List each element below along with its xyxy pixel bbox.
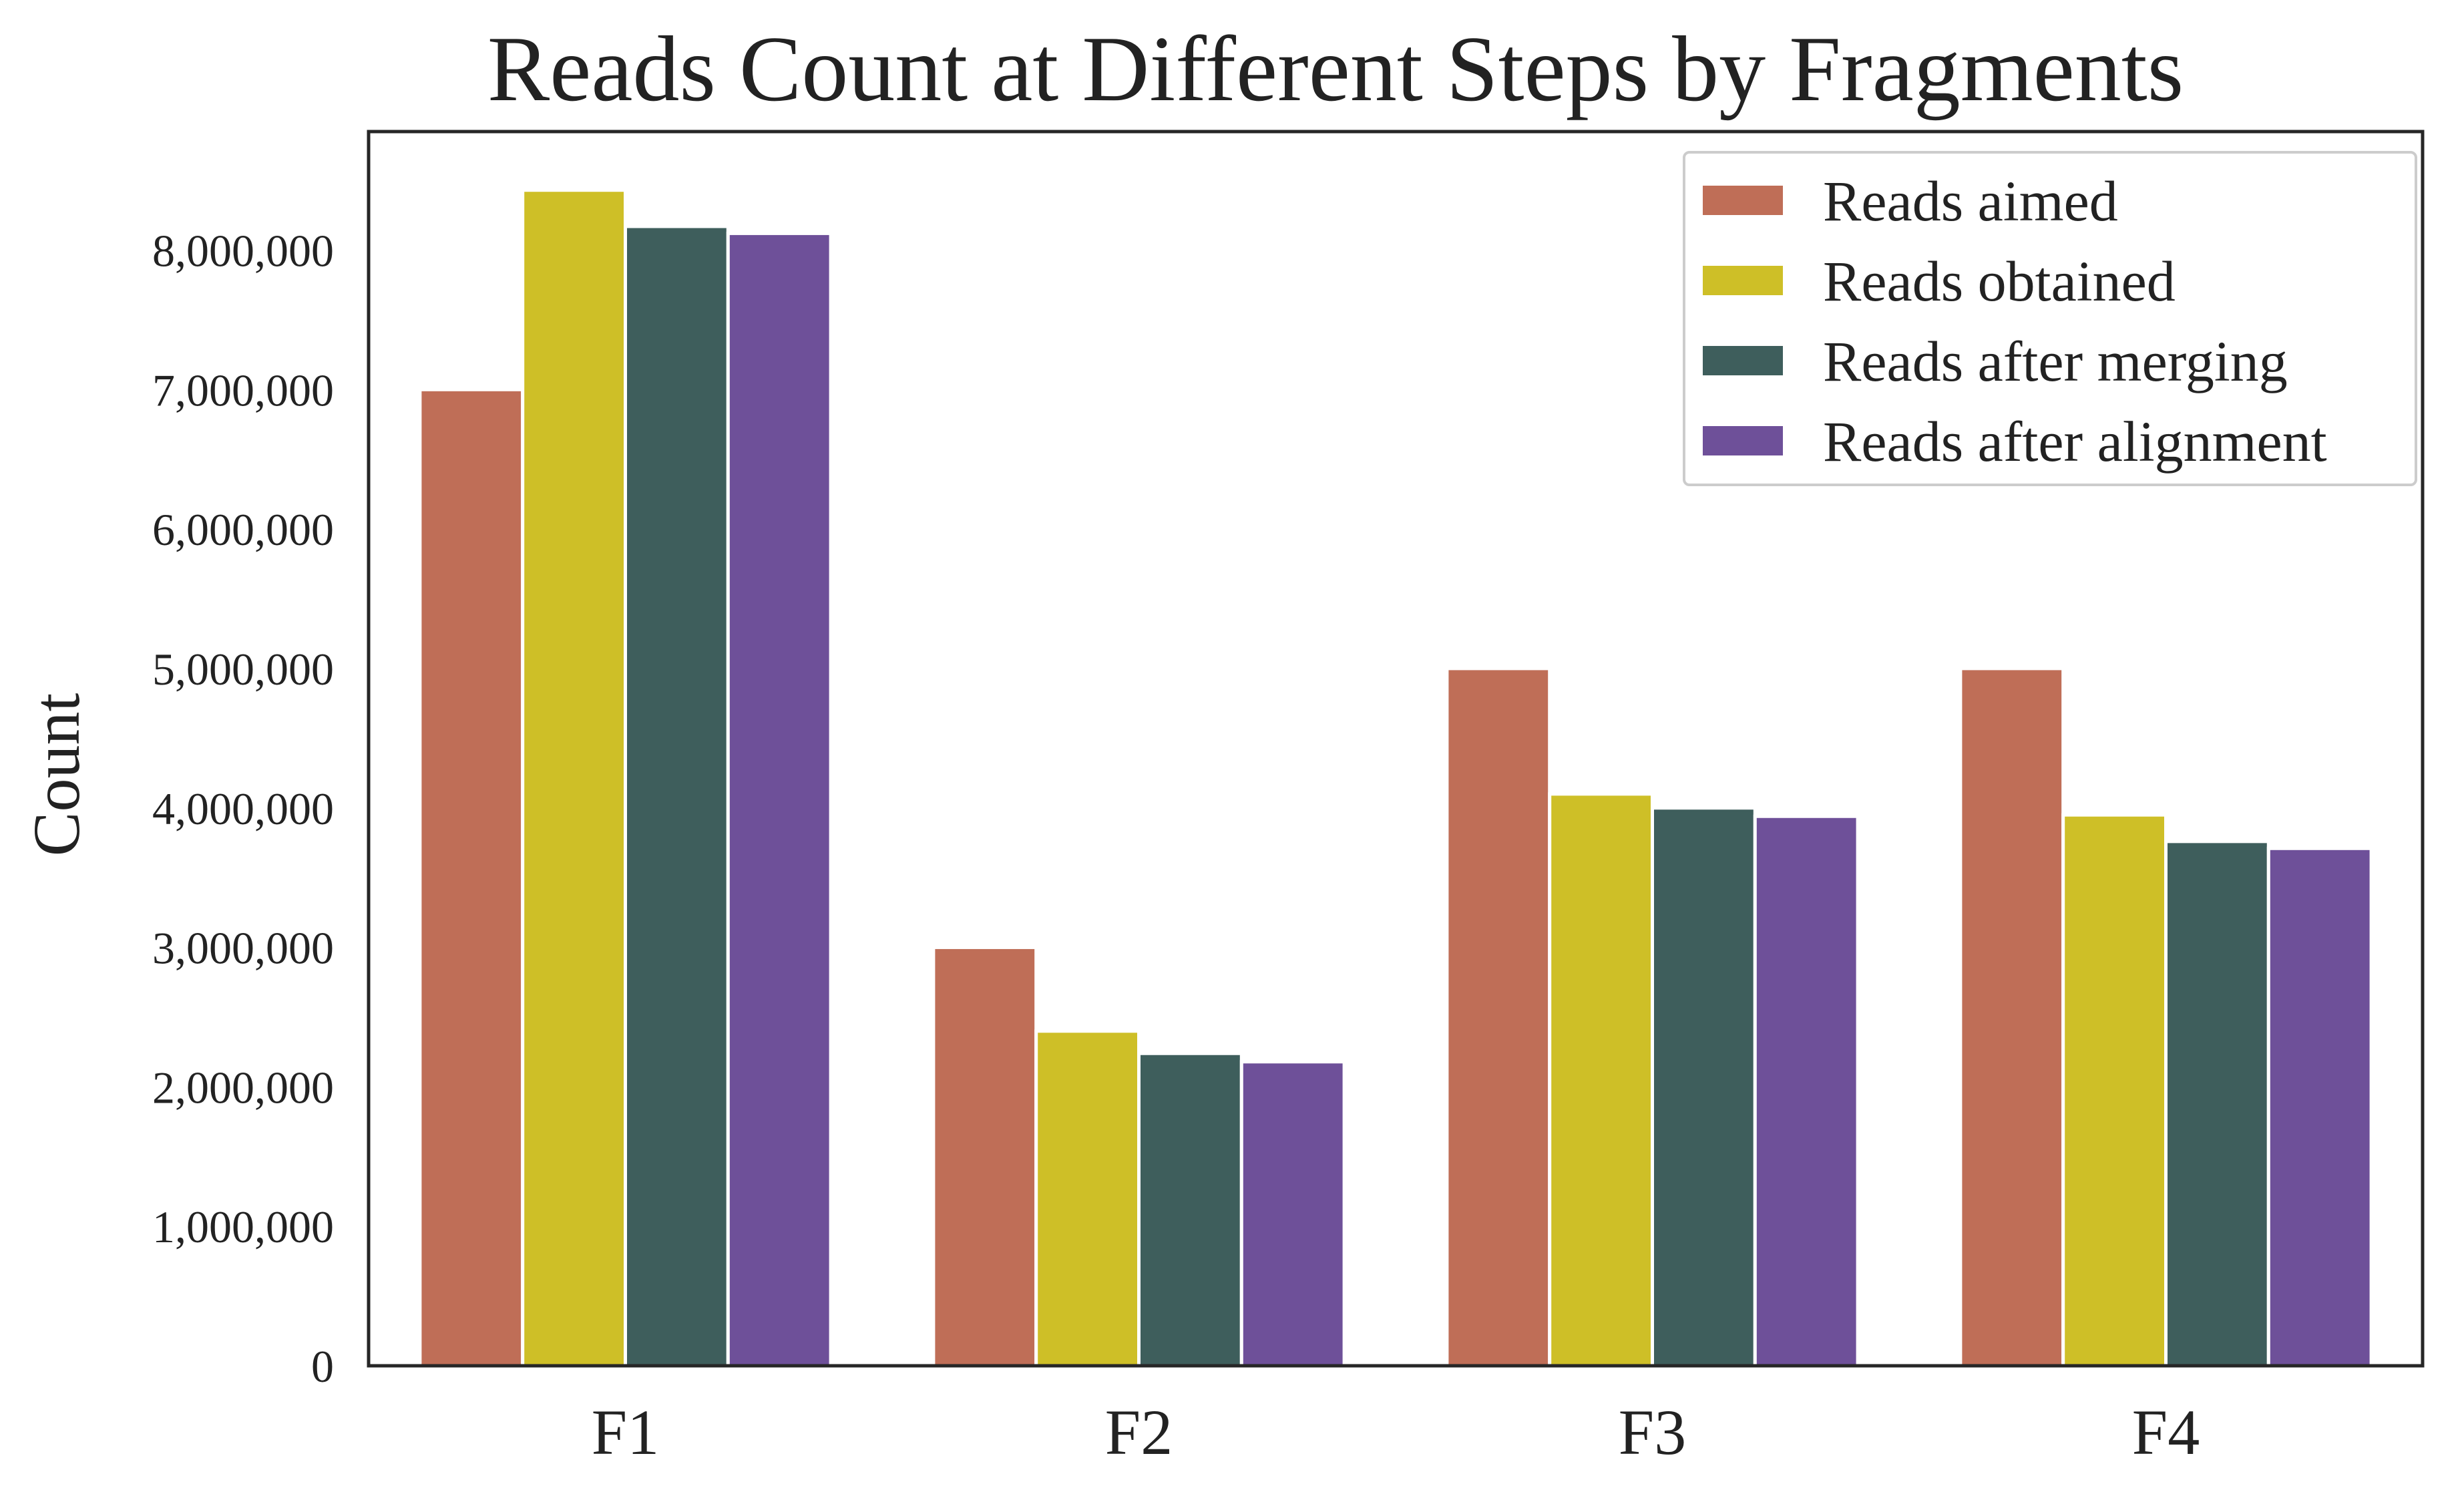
- y-tick-label: 2,000,000: [152, 1062, 334, 1113]
- bar-f1-series-3: [624, 224, 730, 1368]
- legend-label-series-4: Reads after alignment: [1823, 409, 2327, 474]
- y-axis-ticks: 0 1,000,000 2,000,000 3,000,000 4,000,000 5,0…: [152, 225, 334, 1392]
- legend-swatch-series-4: [1703, 426, 1783, 455]
- y-tick-label: 5,000,000: [152, 644, 334, 695]
- legend-label-series-1: Reads aimed: [1823, 169, 2118, 233]
- bar-f3-series-3: [1651, 806, 1757, 1368]
- bar-f2-series-2: [1034, 1029, 1141, 1368]
- y-tick-label: 7,000,000: [152, 365, 334, 415]
- x-tick-label-f2: F2: [1105, 1396, 1173, 1468]
- bar-f4-series-3: [2164, 839, 2270, 1368]
- y-tick-label: 0: [311, 1341, 334, 1392]
- x-tick-label-f3: F3: [1619, 1396, 1686, 1468]
- legend-swatch-series-3: [1703, 346, 1783, 375]
- bar-f2-series-1: [932, 946, 1038, 1368]
- bar-f4-series-1: [1959, 667, 2065, 1368]
- y-axis-label: Count: [19, 693, 93, 857]
- x-axis-ticks: F1 F2 F3 F4: [592, 1396, 2200, 1468]
- bar-f4-series-2: [2061, 813, 2168, 1368]
- legend-label-series-2: Reads obtained: [1823, 249, 2176, 313]
- bar-f4-series-4: [2266, 846, 2373, 1368]
- bar-f1-series-2: [521, 188, 628, 1368]
- bars-layer: [418, 188, 2373, 1368]
- chart-title: Reads Count at Different Steps by Fragme…: [487, 17, 2184, 121]
- bar-f1-series-4: [726, 231, 833, 1368]
- bar-f2-series-3: [1137, 1051, 1243, 1368]
- y-tick-label: 8,000,000: [152, 225, 334, 276]
- bar-f3-series-2: [1548, 792, 1654, 1368]
- legend-swatch-series-1: [1703, 186, 1783, 215]
- legend: Reads aimed Reads obtained Reads after mer…: [1683, 151, 2417, 486]
- legend-box: [1683, 151, 2417, 486]
- y-tick-label: 6,000,000: [152, 504, 334, 555]
- bar-f3-series-4: [1753, 814, 1860, 1368]
- plot-area-frame: [367, 130, 2425, 1368]
- bar-f2-series-4: [1239, 1060, 1346, 1368]
- legend-swatch-series-2: [1703, 266, 1783, 295]
- bar-f3-series-1: [1445, 667, 1552, 1368]
- y-tick-label: 3,000,000: [152, 923, 334, 974]
- x-tick-label-f1: F1: [592, 1396, 659, 1468]
- legend-entries: Reads aimed Reads obtained Reads after mer…: [1703, 169, 2327, 474]
- y-tick-label: 1,000,000: [152, 1201, 334, 1252]
- bar-f1-series-1: [418, 387, 525, 1368]
- legend-label-series-3: Reads after merging: [1823, 329, 2288, 393]
- y-tick-label: 4,000,000: [152, 783, 334, 834]
- x-tick-label-f4: F4: [2132, 1396, 2200, 1468]
